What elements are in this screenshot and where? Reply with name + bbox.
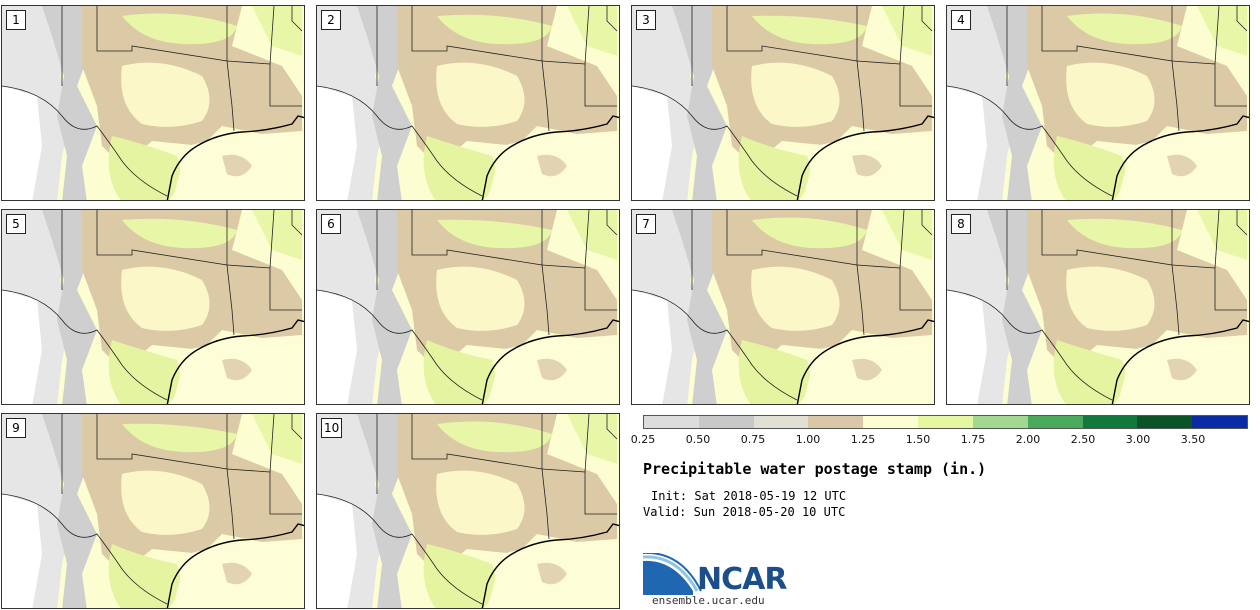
colorbar-segment — [644, 416, 699, 428]
panel-number-label: 2 — [321, 10, 341, 30]
valid-time: Valid: Sun 2018-05-20 10 UTC — [643, 505, 846, 519]
colorbar-segment — [1137, 416, 1193, 428]
panel-number-label: 5 — [6, 214, 26, 234]
precipitable-water-map — [632, 6, 934, 200]
precipitable-water-map — [317, 414, 619, 608]
precipitable-water-map — [947, 6, 1249, 200]
colorbar-tick-label: 3.50 — [1180, 433, 1206, 446]
map-panel: 2 — [316, 5, 620, 201]
precipitable-water-map — [2, 6, 304, 200]
map-panel: 5 — [1, 209, 305, 405]
colorbar-segment — [972, 416, 1028, 428]
precipitable-water-map — [947, 210, 1249, 404]
colorbar-tick-label: 1.00 — [795, 433, 821, 446]
colorbar-tick-label: 0.75 — [740, 433, 766, 446]
precipitable-water-map — [632, 210, 934, 404]
map-panel: 6 — [316, 209, 620, 405]
map-panel: 4 — [946, 5, 1250, 201]
precipitable-water-map — [2, 414, 304, 608]
colorbar-segment — [698, 416, 754, 428]
colorbar-segment — [1192, 416, 1247, 428]
colorbar-segment — [1082, 416, 1138, 428]
panel-number-label: 7 — [636, 214, 656, 234]
colorbar-segment — [1027, 416, 1083, 428]
precipitable-water-map — [317, 6, 619, 200]
site-url[interactable]: ensemble.ucar.edu — [652, 594, 765, 607]
colorbar-segment — [918, 416, 973, 428]
init-time: Init: Sat 2018-05-19 12 UTC — [651, 489, 847, 503]
map-panel: 1 — [1, 5, 305, 201]
precipitable-water-map — [317, 210, 619, 404]
colorbar-tick-label: 1.50 — [905, 433, 931, 446]
map-panel: 9 — [1, 413, 305, 609]
panel-number-label: 8 — [951, 214, 971, 234]
logo-text: NCAR — [697, 562, 787, 597]
colorbar — [643, 415, 1248, 429]
map-panel: 8 — [946, 209, 1250, 405]
colorbar-tick-label: 0.50 — [685, 433, 711, 446]
colorbar-tick-label: 0.25 — [630, 433, 656, 446]
map-panel: 3 — [631, 5, 935, 201]
panel-number-label: 10 — [321, 418, 343, 438]
colorbar-tick-label: 2.50 — [1070, 433, 1096, 446]
panel-number-label: 9 — [6, 418, 26, 438]
panel-number-label: 6 — [321, 214, 341, 234]
colorbar-tick-label: 2.00 — [1015, 433, 1041, 446]
colorbar-tick-label: 1.25 — [850, 433, 876, 446]
precipitable-water-map — [2, 210, 304, 404]
colorbar-segment — [808, 416, 864, 428]
panel-number-label: 1 — [6, 10, 26, 30]
colorbar-ticks: 0.25 0.50 0.75 1.00 1.25 1.50 1.75 2.00 2.50 3.00… — [631, 433, 1248, 447]
map-title: Precipitable water postage stamp (in.) — [643, 460, 987, 478]
colorbar-tick-label: 3.00 — [1125, 433, 1151, 446]
map-panel: 10 — [316, 413, 620, 609]
colorbar-segment — [753, 416, 809, 428]
panel-number-label: 3 — [636, 10, 656, 30]
ncar-logo-icon — [643, 553, 702, 595]
panel-number-label: 4 — [951, 10, 971, 30]
colorbar-tick-label: 1.75 — [960, 433, 986, 446]
colorbar-segment — [863, 416, 919, 428]
map-panel: 7 — [631, 209, 935, 405]
